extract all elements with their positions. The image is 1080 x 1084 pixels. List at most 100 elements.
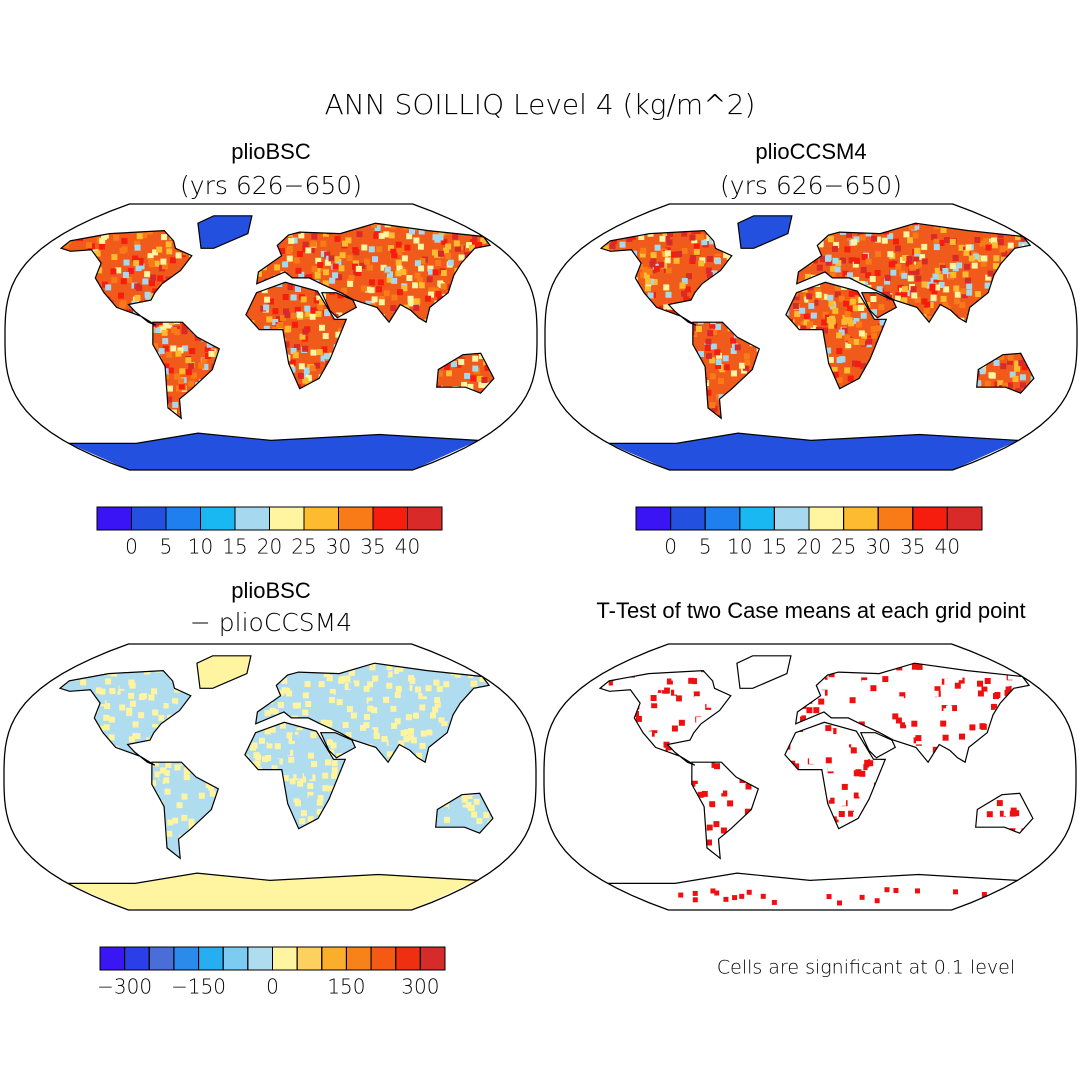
grid-cell xyxy=(516,788,522,794)
grid-cell xyxy=(961,334,967,340)
grid-cell xyxy=(316,311,322,317)
grid-cell xyxy=(310,314,316,320)
grid-cell xyxy=(460,865,466,871)
grid-cell xyxy=(78,429,84,435)
grid-cell xyxy=(695,234,701,240)
grid-cell xyxy=(715,258,721,264)
grid-cell xyxy=(489,325,495,331)
grid-cell xyxy=(86,311,92,317)
grid-cell xyxy=(690,235,696,241)
grid-cell xyxy=(969,425,975,431)
grid-cell xyxy=(441,270,447,276)
grid-cell xyxy=(593,347,599,353)
grid-cell xyxy=(202,275,208,281)
grid-cell xyxy=(125,313,131,319)
grid-cell xyxy=(35,882,41,888)
grid-cell xyxy=(956,409,962,415)
grid-cell xyxy=(429,353,435,359)
grid-cell xyxy=(449,222,455,228)
grid-cell xyxy=(221,405,227,411)
grid-cell xyxy=(315,273,321,279)
grid-cell xyxy=(33,316,39,322)
grid-cell xyxy=(1017,216,1023,222)
grid-cell xyxy=(926,204,932,210)
grid-cell xyxy=(812,332,818,338)
grid-cell xyxy=(248,274,254,280)
grid-cell xyxy=(851,426,857,432)
grid-cell xyxy=(739,385,745,391)
grid-cell xyxy=(354,377,360,383)
grid-cell xyxy=(1018,328,1024,334)
grid-cell xyxy=(107,670,113,676)
grid-cell xyxy=(269,820,275,826)
grid-cell xyxy=(214,388,220,394)
grid-cell xyxy=(475,211,481,217)
grid-cell xyxy=(1041,279,1047,285)
grid-cell xyxy=(505,220,511,226)
grid-cell xyxy=(942,343,948,349)
grid-cell xyxy=(216,315,222,321)
grid-cell xyxy=(18,233,24,239)
grid-cell xyxy=(736,418,742,424)
grid-cell xyxy=(10,892,16,898)
grid-cell xyxy=(424,430,430,436)
grid-cell xyxy=(800,325,806,331)
grid-cell xyxy=(729,293,735,299)
grid-cell xyxy=(126,224,132,230)
grid-cell xyxy=(756,340,762,346)
grid-cell xyxy=(518,691,524,697)
grid-cell xyxy=(345,358,351,364)
grid-cell xyxy=(1031,415,1037,421)
grid-cell xyxy=(747,276,753,282)
grid-cell xyxy=(213,292,219,298)
grid-cell xyxy=(459,291,465,297)
grid-cell xyxy=(1020,407,1026,413)
grid-cell xyxy=(547,206,553,212)
grid-cell xyxy=(272,206,278,212)
grid-cell xyxy=(600,378,606,384)
grid-cell xyxy=(1019,470,1025,476)
grid-cell xyxy=(742,254,748,260)
grid-cell xyxy=(219,322,225,328)
grid-cell xyxy=(652,395,658,401)
grid-cell xyxy=(68,294,74,300)
grid-cell xyxy=(641,357,647,363)
grid-cell xyxy=(275,821,281,827)
grid-cell xyxy=(141,799,147,805)
grid-cell xyxy=(913,233,919,239)
grid-cell xyxy=(73,292,79,298)
grid-cell xyxy=(943,408,949,414)
grid-cell xyxy=(1002,265,1008,271)
grid-cell xyxy=(1002,451,1008,457)
grid-cell xyxy=(82,384,88,390)
grid-cell xyxy=(36,669,42,675)
grid-cell xyxy=(570,229,576,235)
grid-cell xyxy=(213,423,219,429)
grid-cell xyxy=(674,212,680,218)
grid-cell xyxy=(361,354,367,360)
grid-cell xyxy=(169,308,175,314)
grid-cell xyxy=(1036,293,1042,299)
grid-cell xyxy=(911,286,917,292)
grid-cell xyxy=(256,425,262,431)
grid-cell xyxy=(825,374,831,380)
grid-cell xyxy=(283,294,289,300)
grid-cell xyxy=(817,223,823,229)
grid-cell xyxy=(379,424,385,430)
grid-cell xyxy=(593,385,599,391)
grid-cell xyxy=(667,240,673,246)
grid-cell xyxy=(511,304,517,310)
grid-cell xyxy=(995,317,1001,323)
grid-cell xyxy=(1017,208,1023,214)
grid-cell xyxy=(798,204,804,210)
grid-cell xyxy=(793,342,799,348)
grid-cell xyxy=(364,796,370,802)
grid-cell xyxy=(668,386,674,392)
grid-cell xyxy=(517,393,523,399)
grid-cell xyxy=(1037,282,1043,288)
grid-cell xyxy=(1062,442,1068,448)
grid-cell xyxy=(934,333,940,339)
grid-cell xyxy=(264,297,270,303)
grid-cell xyxy=(227,833,233,839)
grid-cell xyxy=(145,380,151,386)
